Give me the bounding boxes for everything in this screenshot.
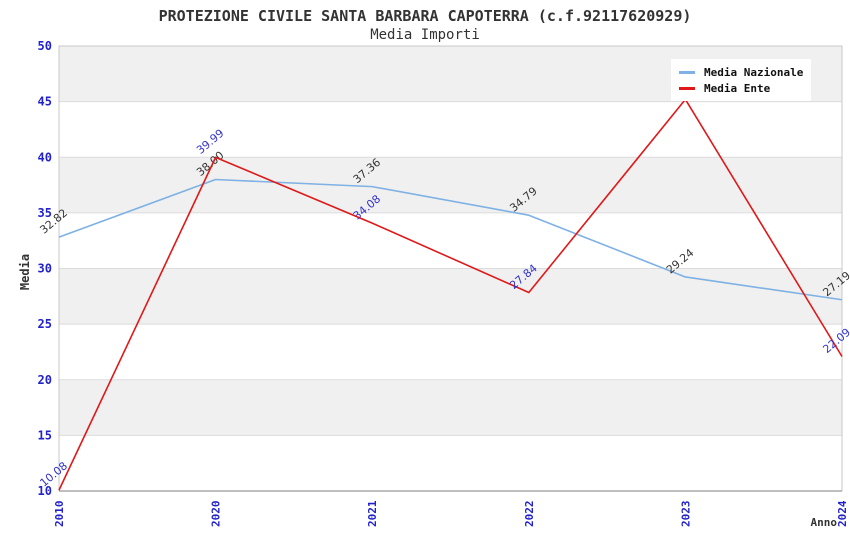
chart-title: PROTEZIONE CIVILE SANTA BARBARA CAPOTERR…: [158, 7, 692, 25]
y-axis-title: Media: [18, 253, 32, 291]
y-tick-label: 25: [38, 317, 52, 331]
legend-item-media-ente: Media Ente: [679, 82, 805, 95]
y-tick-label: 10: [38, 484, 52, 498]
y-tick-label: 45: [38, 95, 52, 109]
y-tick-label: 15: [38, 428, 52, 442]
y-tick-label: 50: [38, 39, 52, 53]
series-line-1: [58, 98, 843, 491]
x-axis-title: Anno: [810, 516, 838, 529]
point-label: 10.08: [38, 459, 70, 489]
media-ente-line-swatch: [679, 86, 695, 90]
x-tick-label: 2024: [836, 500, 849, 527]
legend-label-media-ente: Media Ente: [704, 81, 771, 95]
y-tick-label: 30: [38, 262, 52, 276]
chart-subtitle: Media Importi: [370, 27, 480, 43]
x-tick-label: 2010: [53, 501, 66, 528]
point-label: 39.99: [194, 127, 226, 157]
x-tick-label: 2022: [523, 501, 536, 528]
plot-band: [59, 268, 842, 325]
x-tick-label: 2021: [366, 500, 379, 527]
media-nazionale-line-swatch: [679, 70, 695, 74]
y-tick-label: 20: [38, 373, 52, 387]
y-tick-label: 35: [38, 206, 52, 220]
legend-item-media-nazionale: Media Nazionale: [679, 66, 805, 79]
plot-band: [59, 379, 842, 436]
legend: Media Nazionale Media Ente: [671, 59, 811, 101]
series-line-0: [58, 178, 843, 301]
x-tick-label: 2020: [210, 501, 223, 528]
x-tick-label: 2023: [679, 501, 692, 528]
plot-band: [59, 157, 842, 213]
legend-label-media-nazionale: Media Nazionale: [704, 65, 804, 79]
y-tick-label: 40: [38, 150, 52, 164]
point-label: 22.09: [821, 326, 850, 356]
